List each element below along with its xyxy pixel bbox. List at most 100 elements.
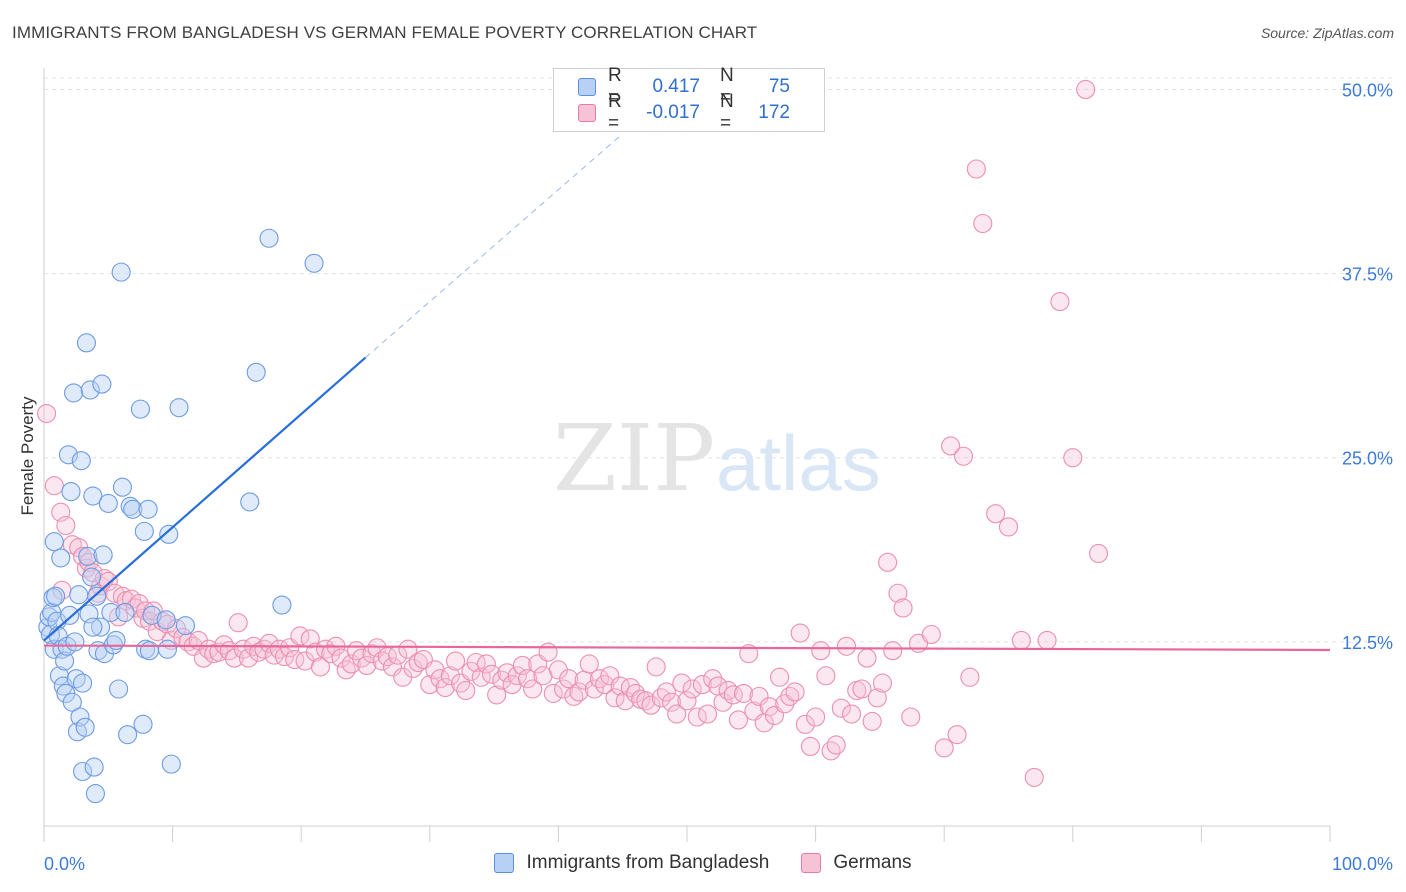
point-bangladesh xyxy=(69,585,89,605)
point-bangladesh xyxy=(65,632,85,652)
point-bangladesh xyxy=(44,532,64,552)
point-germans xyxy=(466,652,486,673)
legend-r-value: -0.017 xyxy=(646,102,700,123)
point-germans xyxy=(228,613,248,633)
point-germans xyxy=(986,504,1006,524)
point-bangladesh xyxy=(61,482,81,502)
point-germans xyxy=(408,652,428,673)
point-germans xyxy=(973,213,993,234)
source-label: Source: ZipAtlas.com xyxy=(1260,25,1394,41)
point-germans xyxy=(713,692,733,712)
point-germans xyxy=(420,675,440,695)
point-bangladesh xyxy=(78,546,98,566)
point-bangladesh xyxy=(85,784,105,804)
point-germans xyxy=(382,657,403,677)
point-germans xyxy=(836,636,857,656)
point-germans xyxy=(966,159,986,179)
point-germans xyxy=(487,685,507,705)
y-tick-label: 12.5% xyxy=(1342,633,1393,653)
point-germans xyxy=(595,675,615,695)
point-germans xyxy=(1011,630,1031,650)
legend-r-label: R = xyxy=(608,91,622,134)
point-germans xyxy=(698,704,718,724)
point-bangladesh xyxy=(83,617,103,637)
point-bangladesh xyxy=(142,605,162,625)
point-germans xyxy=(626,683,646,703)
watermark-atlas: atlas xyxy=(716,419,881,507)
point-bangladesh xyxy=(76,333,96,353)
point-bangladesh xyxy=(138,499,158,519)
point-bangladesh xyxy=(92,374,112,394)
chart-title: IMMIGRANTS FROM BANGLADESH VS GERMAN FEM… xyxy=(12,23,758,42)
point-bangladesh xyxy=(84,757,104,777)
point-bangladesh xyxy=(55,651,75,671)
point-germans xyxy=(1024,767,1044,787)
point-bangladesh xyxy=(112,477,132,497)
point-bangladesh xyxy=(259,228,279,248)
data-points xyxy=(37,79,1109,804)
point-germans xyxy=(538,642,558,662)
point-germans xyxy=(476,654,496,674)
trend-line-bangladesh xyxy=(43,356,367,642)
point-germans xyxy=(816,666,836,686)
point-germans xyxy=(677,691,697,711)
point-germans xyxy=(553,679,574,699)
grid-lines xyxy=(44,77,1392,643)
legend-r-value: 0.417 xyxy=(652,76,700,97)
point-germans xyxy=(878,552,898,572)
series-legend-bangladesh[interactable]: Immigrants from Bangladesh xyxy=(494,852,769,874)
legend-swatch-pink xyxy=(578,104,596,122)
point-bangladesh xyxy=(240,492,260,512)
point-bangladesh xyxy=(101,602,121,622)
point-germans xyxy=(998,517,1019,537)
y-tick-label: 50.0% xyxy=(1342,80,1393,100)
point-germans xyxy=(770,667,790,687)
point-bangladesh xyxy=(111,262,131,282)
series-legend-germans[interactable]: Germans xyxy=(801,852,912,874)
point-bangladesh xyxy=(62,692,82,712)
point-germans xyxy=(1037,630,1057,650)
point-bangladesh xyxy=(93,545,113,565)
point-bangladesh xyxy=(83,486,103,506)
trend-extension-bangladesh xyxy=(365,133,624,358)
point-germans xyxy=(1063,448,1083,468)
point-germans xyxy=(310,657,331,677)
point-germans xyxy=(728,710,748,730)
point-germans xyxy=(811,641,831,661)
point-germans xyxy=(331,648,351,668)
point-bangladesh xyxy=(49,666,69,686)
point-germans xyxy=(893,598,913,618)
legend-n-label: N = xyxy=(720,91,734,134)
legend-n-label: N = xyxy=(720,65,734,108)
point-bangladesh xyxy=(109,679,129,699)
y-tick-label: 25.0% xyxy=(1342,449,1393,469)
point-germans xyxy=(641,695,661,715)
point-germans xyxy=(739,644,759,664)
point-bangladesh xyxy=(139,641,160,661)
point-germans xyxy=(872,673,893,693)
point-germans xyxy=(1050,292,1070,312)
series-swatch-pink xyxy=(801,853,822,873)
tick-labels: 12.5% 25.0% 37.5% 50.0% 0.0% 100.0% xyxy=(44,80,1393,874)
point-germans xyxy=(790,623,810,643)
point-germans xyxy=(461,661,481,681)
point-germans xyxy=(883,641,903,661)
point-bangladesh xyxy=(51,548,71,568)
point-germans xyxy=(672,673,692,693)
point-germans xyxy=(888,583,908,603)
point-bangladesh xyxy=(304,253,324,273)
point-germans xyxy=(826,735,846,755)
point-bangladesh xyxy=(71,451,91,471)
point-germans xyxy=(947,725,967,745)
point-germans xyxy=(682,679,702,699)
point-germans xyxy=(543,683,563,703)
point-germans xyxy=(259,633,279,653)
point-germans xyxy=(610,676,630,696)
point-bangladesh xyxy=(133,714,153,734)
point-germans xyxy=(723,685,743,705)
legend-r-label: R = xyxy=(608,65,622,108)
point-bangladesh xyxy=(73,673,93,693)
point-bangladesh xyxy=(60,605,80,625)
point-germans xyxy=(806,707,826,727)
